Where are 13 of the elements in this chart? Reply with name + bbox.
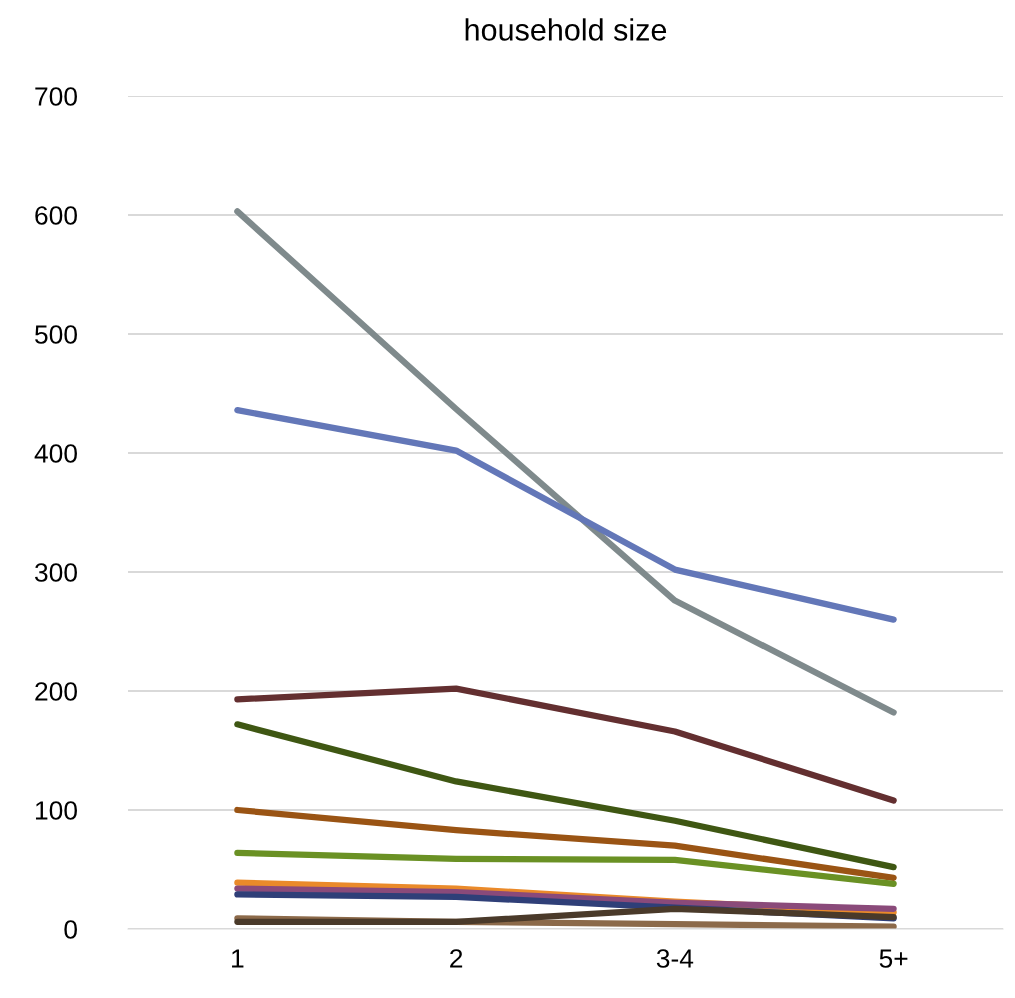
x-tick-label: 2 xyxy=(450,949,463,968)
x-tick-label: 1 xyxy=(232,949,244,968)
y-tick-label: 300 xyxy=(34,563,77,582)
y-tick-label: 500 xyxy=(35,325,77,344)
y-tick-label: 400 xyxy=(34,444,77,463)
chart-title: household size xyxy=(465,18,667,41)
y-tick-label: 200 xyxy=(35,682,77,701)
x-tick-label: 3-4 xyxy=(656,949,694,968)
y-tick-label: 600 xyxy=(35,206,77,225)
y-tick-label: 100 xyxy=(35,801,77,820)
y-tick-label: 700 xyxy=(35,87,77,106)
y-tick-label: 0 xyxy=(64,920,77,939)
x-tick-label: 5+ xyxy=(879,949,908,968)
